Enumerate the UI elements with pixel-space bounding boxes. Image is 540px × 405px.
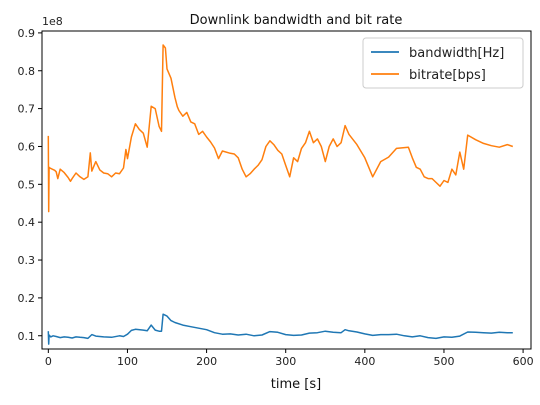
x-tick-label: 200: [196, 355, 217, 368]
x-tick-label: 600: [513, 355, 534, 368]
x-tick-label: 400: [354, 355, 375, 368]
y-tick-label: 0.5: [18, 178, 36, 191]
y-tick-label: 0.8: [18, 65, 36, 78]
x-axis-ticks: 0 100 200 300 400 500 600: [45, 349, 534, 368]
x-tick-label: 100: [117, 355, 138, 368]
x-tick-label: 500: [433, 355, 454, 368]
chart-title: Downlink bandwidth and bit rate: [190, 13, 403, 28]
legend-box: [362, 37, 524, 89]
y-tick-label: 0.9: [18, 27, 36, 40]
y-tick-label: 0.2: [18, 292, 36, 305]
plot-area: [41, 30, 532, 350]
x-tick-label: 300: [275, 355, 296, 368]
x-tick-label: 0: [45, 355, 52, 368]
x-axis-label: time [s]: [271, 377, 321, 392]
series-line-bitrate: [47, 44, 514, 213]
y-tick-label: 0.7: [18, 103, 36, 116]
chart-legend: bandwidth[Hz] bitrate[bps]: [362, 37, 524, 89]
y-axis-offset-label: 1e8: [42, 15, 63, 28]
y-tick-label: 0.1: [18, 330, 36, 343]
y-tick-label: 0.6: [18, 140, 36, 153]
y-tick-label: 0.3: [18, 254, 36, 267]
plot-frame: [41, 30, 532, 350]
legend-label: bandwidth[Hz]: [409, 46, 504, 61]
legend-label: bitrate[bps]: [409, 68, 486, 83]
y-axis-ticks: 0.1 0.2 0.3 0.4 0.5 0.6 0.7 0.8 0.9: [18, 27, 42, 343]
y-tick-label: 0.4: [18, 216, 36, 229]
data-lines: [47, 44, 514, 345]
series-line-bandwidth: [47, 313, 513, 345]
